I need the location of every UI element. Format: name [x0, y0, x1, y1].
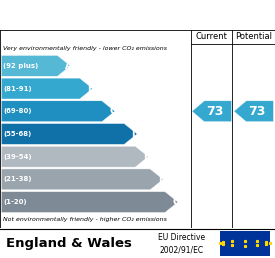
Polygon shape: [1, 169, 163, 190]
Text: Not environmentally friendly - higher CO₂ emissions: Not environmentally friendly - higher CO…: [3, 217, 167, 222]
Text: Potential: Potential: [235, 32, 272, 41]
Polygon shape: [1, 101, 115, 122]
Text: E: E: [143, 152, 150, 162]
Text: (55-68): (55-68): [3, 131, 32, 137]
Text: Current: Current: [196, 32, 228, 41]
Text: F: F: [158, 174, 164, 184]
Polygon shape: [1, 124, 137, 144]
Polygon shape: [1, 192, 178, 213]
Text: (39-54): (39-54): [3, 154, 32, 160]
Text: (69-80): (69-80): [3, 108, 32, 114]
Text: England & Wales: England & Wales: [6, 237, 131, 250]
Text: (92 plus): (92 plus): [3, 63, 38, 69]
Text: Environmental Impact (CO₂) Rating: Environmental Impact (CO₂) Rating: [21, 10, 254, 23]
Text: (1-20): (1-20): [3, 199, 27, 205]
Text: 73: 73: [248, 105, 265, 118]
FancyBboxPatch shape: [220, 231, 270, 256]
Polygon shape: [192, 101, 232, 122]
Text: Very environmentally friendly - lower CO₂ emissions: Very environmentally friendly - lower CO…: [3, 46, 167, 51]
Text: EU Directive
2002/91/EC: EU Directive 2002/91/EC: [158, 233, 205, 254]
Polygon shape: [1, 55, 70, 76]
Polygon shape: [1, 78, 93, 99]
Text: G: G: [172, 197, 180, 207]
Polygon shape: [1, 146, 148, 167]
Text: (21-38): (21-38): [3, 176, 32, 182]
Text: 73: 73: [206, 105, 223, 118]
Text: A: A: [65, 61, 72, 71]
Text: B: B: [87, 84, 94, 94]
Polygon shape: [234, 101, 273, 122]
Text: D: D: [131, 129, 139, 139]
Text: (81-91): (81-91): [3, 86, 32, 92]
Text: C: C: [109, 106, 117, 116]
